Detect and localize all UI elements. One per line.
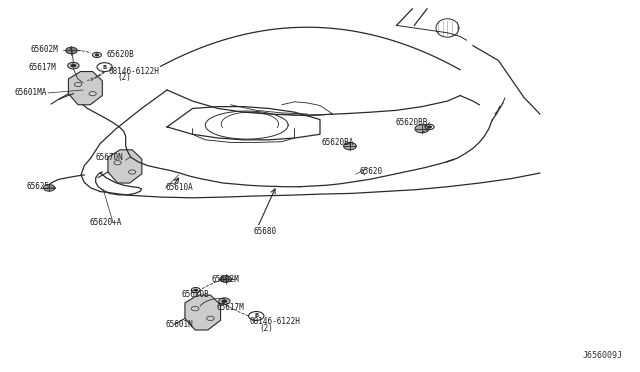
Text: 65601N: 65601N bbox=[166, 320, 193, 329]
Text: 65617M: 65617M bbox=[217, 302, 244, 312]
Text: 65601MA: 65601MA bbox=[14, 89, 47, 97]
Polygon shape bbox=[185, 295, 221, 330]
Text: 65610A: 65610A bbox=[166, 183, 193, 192]
Circle shape bbox=[222, 300, 227, 303]
Circle shape bbox=[415, 125, 429, 133]
Text: 08146-6122H: 08146-6122H bbox=[108, 67, 159, 76]
Text: 65620B: 65620B bbox=[181, 290, 209, 299]
Circle shape bbox=[68, 62, 79, 69]
Text: J656009J: J656009J bbox=[582, 351, 623, 360]
Text: 65620: 65620 bbox=[360, 167, 383, 176]
Text: (2): (2) bbox=[259, 324, 273, 333]
Circle shape bbox=[428, 126, 431, 128]
Text: 65617M: 65617M bbox=[28, 63, 56, 72]
Text: 65620+A: 65620+A bbox=[90, 218, 122, 227]
Polygon shape bbox=[108, 150, 142, 183]
Circle shape bbox=[220, 276, 232, 282]
Text: 65620BB: 65620BB bbox=[395, 118, 428, 127]
Text: 65602M: 65602M bbox=[212, 275, 239, 283]
Circle shape bbox=[219, 298, 230, 305]
Text: 65680: 65680 bbox=[253, 227, 276, 235]
Circle shape bbox=[344, 142, 356, 150]
Circle shape bbox=[71, 64, 76, 67]
Text: 65670N: 65670N bbox=[96, 153, 124, 162]
Polygon shape bbox=[68, 71, 102, 105]
Text: 08146-6122H: 08146-6122H bbox=[250, 317, 301, 326]
Text: B: B bbox=[254, 314, 259, 318]
Circle shape bbox=[66, 47, 77, 54]
Text: B: B bbox=[102, 65, 107, 70]
Text: 65625: 65625 bbox=[27, 182, 50, 191]
Text: 65620B: 65620B bbox=[106, 51, 134, 60]
Circle shape bbox=[95, 54, 99, 56]
Circle shape bbox=[44, 185, 55, 191]
Text: 65602M: 65602M bbox=[30, 45, 58, 54]
Circle shape bbox=[194, 289, 198, 291]
Text: 65620BA: 65620BA bbox=[321, 138, 354, 147]
Text: (2): (2) bbox=[117, 73, 131, 82]
